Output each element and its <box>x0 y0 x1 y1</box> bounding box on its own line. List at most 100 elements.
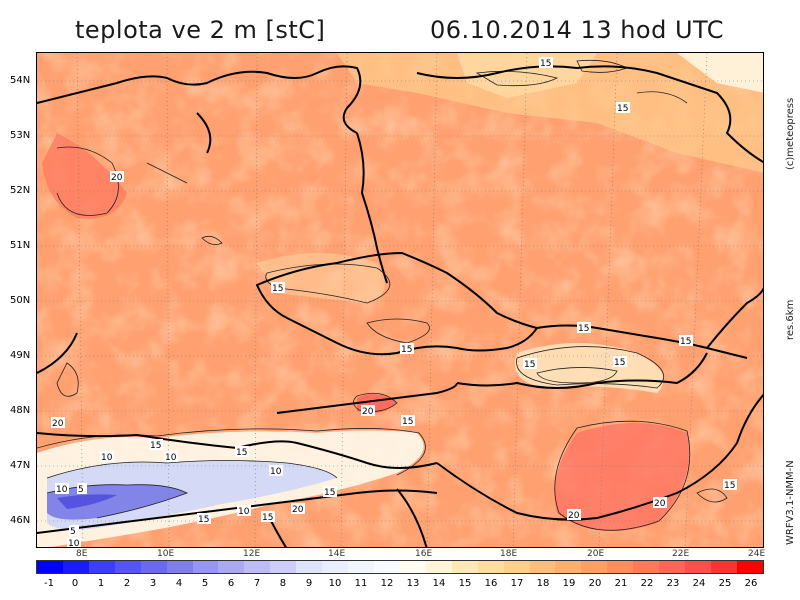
colorbar-swatch <box>114 561 141 573</box>
lon-label: 10E <box>157 549 175 559</box>
title-parameter: teplota ve 2 m [stC] <box>75 16 326 44</box>
colorbar-swatch <box>607 561 634 573</box>
country-borders <box>37 65 763 547</box>
lon-label: 8E <box>76 549 88 559</box>
svg-text:10: 10 <box>56 485 68 495</box>
contour-label: 15 <box>149 439 163 451</box>
svg-text:15: 15 <box>198 515 209 525</box>
colorbar-swatch <box>140 561 167 573</box>
contour-label: 15 <box>616 102 630 114</box>
colorbar-tick-label: 0 <box>71 578 79 589</box>
lat-label: 52N <box>10 185 31 196</box>
lat-label: 49N <box>10 350 31 361</box>
svg-text:15: 15 <box>617 104 628 114</box>
colorbar-tick-label: 4 <box>175 578 183 589</box>
colorbar-swatch <box>451 561 478 573</box>
map-canvas: 15 15 20 15 15 15 15 15 15 20 20 15 15 1… <box>37 53 763 548</box>
graticule <box>37 53 763 547</box>
cool-area-north <box>337 53 763 173</box>
alpine-coldest-zone <box>57 494 117 509</box>
colorbar-swatch <box>503 561 530 573</box>
svg-text:20: 20 <box>568 511 580 521</box>
contour-label: 15 <box>539 57 553 69</box>
contour-label: 10 <box>100 451 114 463</box>
model-label: WRFV3.1-NMM-N <box>785 460 796 545</box>
cool-area-northeast <box>677 53 763 93</box>
svg-text:5: 5 <box>78 485 84 495</box>
svg-text:20: 20 <box>52 419 64 429</box>
contour-label: 10 <box>55 483 69 495</box>
svg-text:15: 15 <box>262 513 273 523</box>
colorbar-tick-label: 22 <box>640 578 654 589</box>
colorbar-tick-label: 17 <box>510 578 524 589</box>
colorbar-tick-label: 12 <box>380 578 394 589</box>
colorbar-swatch <box>37 561 63 573</box>
colorbar-tick-label: -1 <box>43 578 54 589</box>
contour-label: 15 <box>577 322 591 334</box>
svg-text:15: 15 <box>150 441 161 451</box>
colorbar-swatch <box>218 561 245 573</box>
colorbar-tick-label: 11 <box>354 578 368 589</box>
svg-text:10: 10 <box>270 467 282 477</box>
colorbar-swatch <box>270 561 297 573</box>
svg-text:10: 10 <box>68 539 80 548</box>
colorbar-tick-label: 7 <box>253 578 261 589</box>
title-datetime: 06.10.2014 13 hod UTC <box>430 16 725 44</box>
colorbar-swatch <box>685 561 711 573</box>
colorbar-swatch <box>166 561 193 573</box>
warm-area-west <box>42 133 127 219</box>
svg-text:10: 10 <box>101 453 113 463</box>
contour-label: 15 <box>235 446 249 458</box>
colorbar-tick-label: 15 <box>458 578 472 589</box>
lon-label: 18E <box>500 549 518 559</box>
lon-label: 20E <box>587 549 605 559</box>
colorbar-tick-label: 23 <box>666 578 680 589</box>
colorbar-tick-label: 8 <box>279 578 287 589</box>
colorbar-swatch <box>399 561 426 573</box>
colorbar-tick-label: 1 <box>97 578 105 589</box>
colorbar-swatch <box>88 561 115 573</box>
colorbar-swatch <box>244 561 271 573</box>
colorbar-swatch <box>62 561 89 573</box>
colorbar-tick-label: 13 <box>406 578 420 589</box>
colorbar-tick-label: 2 <box>123 578 131 589</box>
contour-label: 15 <box>400 343 414 355</box>
colorbar-tick-label: 20 <box>588 578 602 589</box>
contour-label: 5 <box>69 525 79 537</box>
lon-label: 14E <box>328 549 346 559</box>
lat-label: 50N <box>10 295 31 306</box>
colorbar-swatch <box>710 561 737 573</box>
colorbar-tick-label: 21 <box>614 578 628 589</box>
svg-text:15: 15 <box>236 448 247 458</box>
lat-label: 46N <box>10 515 31 526</box>
colorbar-tick-label: 5 <box>201 578 209 589</box>
lat-label: 53N <box>10 130 31 141</box>
contour-label: 20 <box>653 497 667 509</box>
colorbar-tick-label: 19 <box>562 578 576 589</box>
svg-text:10: 10 <box>238 507 250 517</box>
contour-label: 15 <box>679 335 693 347</box>
contour-label: 15 <box>261 511 275 523</box>
resolution-label: res.6km <box>785 299 796 340</box>
colorbar-tick-label: 6 <box>227 578 235 589</box>
credit-label: (c)meteopress <box>785 97 796 170</box>
colorbar-swatch <box>296 561 323 573</box>
svg-text:15: 15 <box>614 358 625 368</box>
svg-text:15: 15 <box>401 345 412 355</box>
svg-text:15: 15 <box>724 481 735 491</box>
svg-text:15: 15 <box>402 417 413 427</box>
contour-label: 15 <box>323 486 337 498</box>
contour-label: 5 <box>77 483 87 495</box>
colorbar-tick-label: 26 <box>744 578 758 589</box>
lon-label: 22E <box>672 549 690 559</box>
colorbar-swatch <box>555 561 582 573</box>
contour-label: 20 <box>110 171 124 183</box>
contour-label: 15 <box>271 282 285 294</box>
svg-text:15: 15 <box>324 488 335 498</box>
svg-text:20: 20 <box>111 173 123 183</box>
colorbar-ticks: -1 0 1 2 3 4 5 6 7 8 9 10 11 12 13 14 15 16 17 18 19 20 21 22 23… <box>36 578 764 592</box>
contour-label: 10 <box>269 465 283 477</box>
colorbar-tick-label: 24 <box>692 578 706 589</box>
colorbar-swatch <box>529 561 556 573</box>
lat-label: 48N <box>10 405 31 416</box>
